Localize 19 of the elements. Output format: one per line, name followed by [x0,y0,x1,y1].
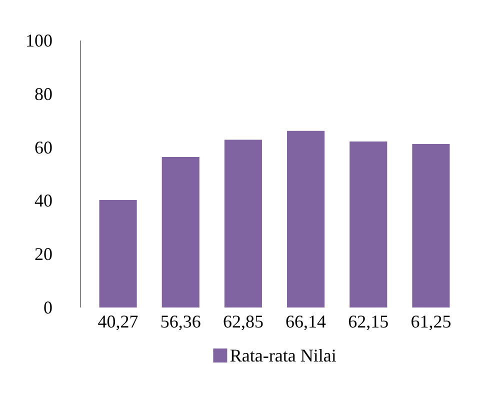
bar [412,144,450,308]
y-tick-label: 20 [34,244,52,264]
bar [350,142,388,308]
legend-label: Rata-rata Nilai [230,346,336,366]
y-tick-label: 80 [34,84,52,104]
y-tick-label: 40 [34,190,52,211]
y-tick-label: 60 [34,137,52,158]
x-tick-label: 40,27 [98,312,138,332]
x-tick-label: 66,14 [286,312,326,332]
bar [287,130,325,308]
x-tick-label: 62,15 [348,312,389,332]
bar [99,200,137,308]
bar [162,157,200,308]
bar [224,140,262,308]
y-tick-label: 100 [26,30,52,50]
x-tick-label: 62,85 [222,312,264,332]
x-tick-label: 56,36 [160,312,201,332]
y-tick-label: 0 [44,298,52,318]
x-tick-label: 61,25 [410,312,452,332]
